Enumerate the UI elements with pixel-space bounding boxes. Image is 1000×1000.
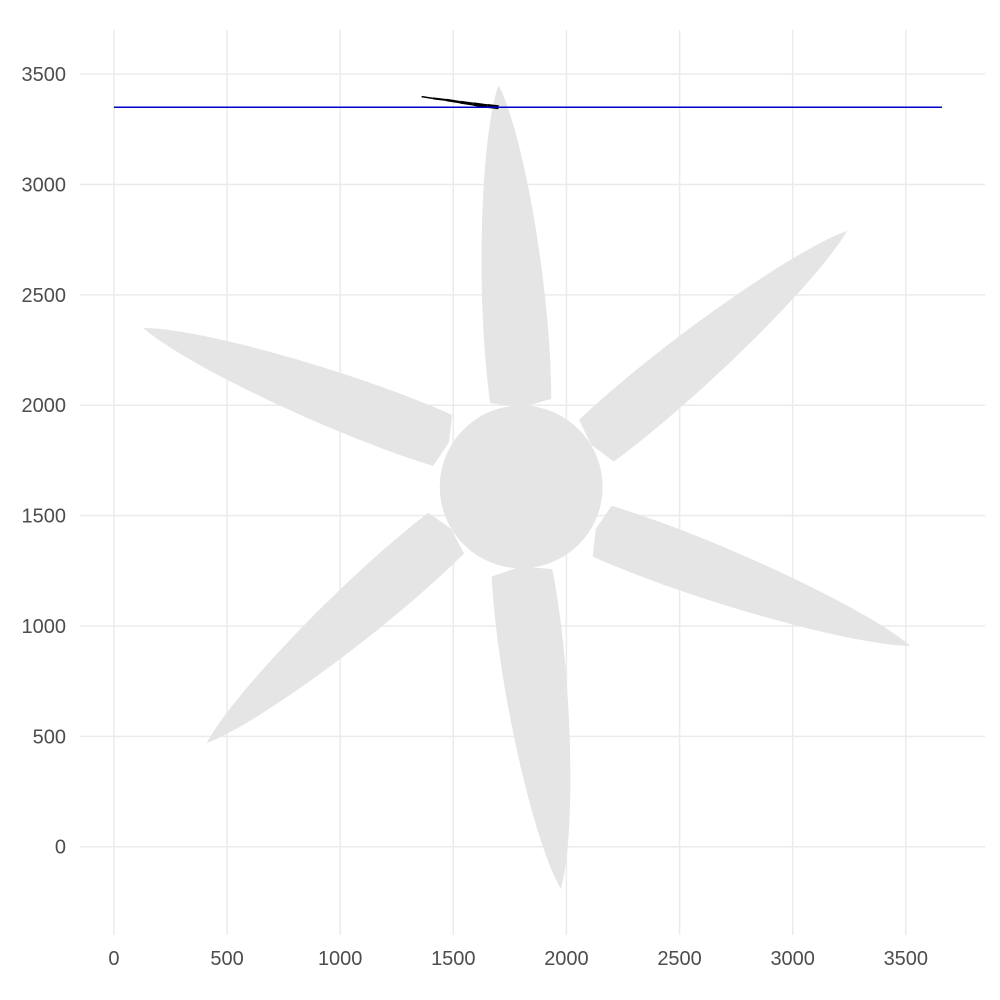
x-tick-label: 500 [210, 948, 243, 970]
marker-trace [421, 95, 499, 110]
propeller-blade-1 [481, 85, 552, 408]
x-axis-ticks: 0 500 1000 1500 2000 2500 3000 3500 [108, 948, 928, 970]
propeller-blade-5 [206, 512, 465, 743]
y-tick-label: 1500 [22, 506, 67, 528]
trace-segment-1 [421, 95, 434, 100]
x-tick-label: 1500 [431, 948, 476, 970]
y-axis-ticks: 0 500 1000 1500 2000 2500 3000 3500 [22, 64, 67, 859]
y-tick-label: 2500 [22, 285, 67, 307]
propeller-shape [143, 85, 911, 889]
trace-segment-4 [459, 100, 474, 106]
x-tick-label: 1000 [318, 948, 363, 970]
propeller-blade-2 [579, 230, 847, 462]
y-tick-label: 3500 [22, 64, 67, 86]
x-tick-label: 2500 [657, 948, 702, 970]
propeller-blade-4 [491, 566, 571, 889]
x-tick-label: 3000 [770, 948, 815, 970]
trace-segment-5 [473, 102, 488, 108]
x-tick-label: 0 [108, 948, 119, 970]
trace-segment-2 [432, 97, 447, 101]
y-tick-label: 2000 [22, 395, 67, 417]
propeller-blade-3 [592, 505, 911, 646]
x-tick-label: 3500 [884, 948, 929, 970]
y-tick-label: 500 [33, 726, 66, 748]
trace-segment-3 [446, 98, 461, 104]
y-tick-label: 0 [55, 837, 66, 859]
x-tick-label: 2000 [544, 948, 589, 970]
propeller-hub [439, 405, 603, 569]
propeller-blade-6 [143, 327, 453, 466]
y-tick-label: 3000 [22, 175, 67, 197]
y-tick-label: 1000 [22, 616, 67, 638]
